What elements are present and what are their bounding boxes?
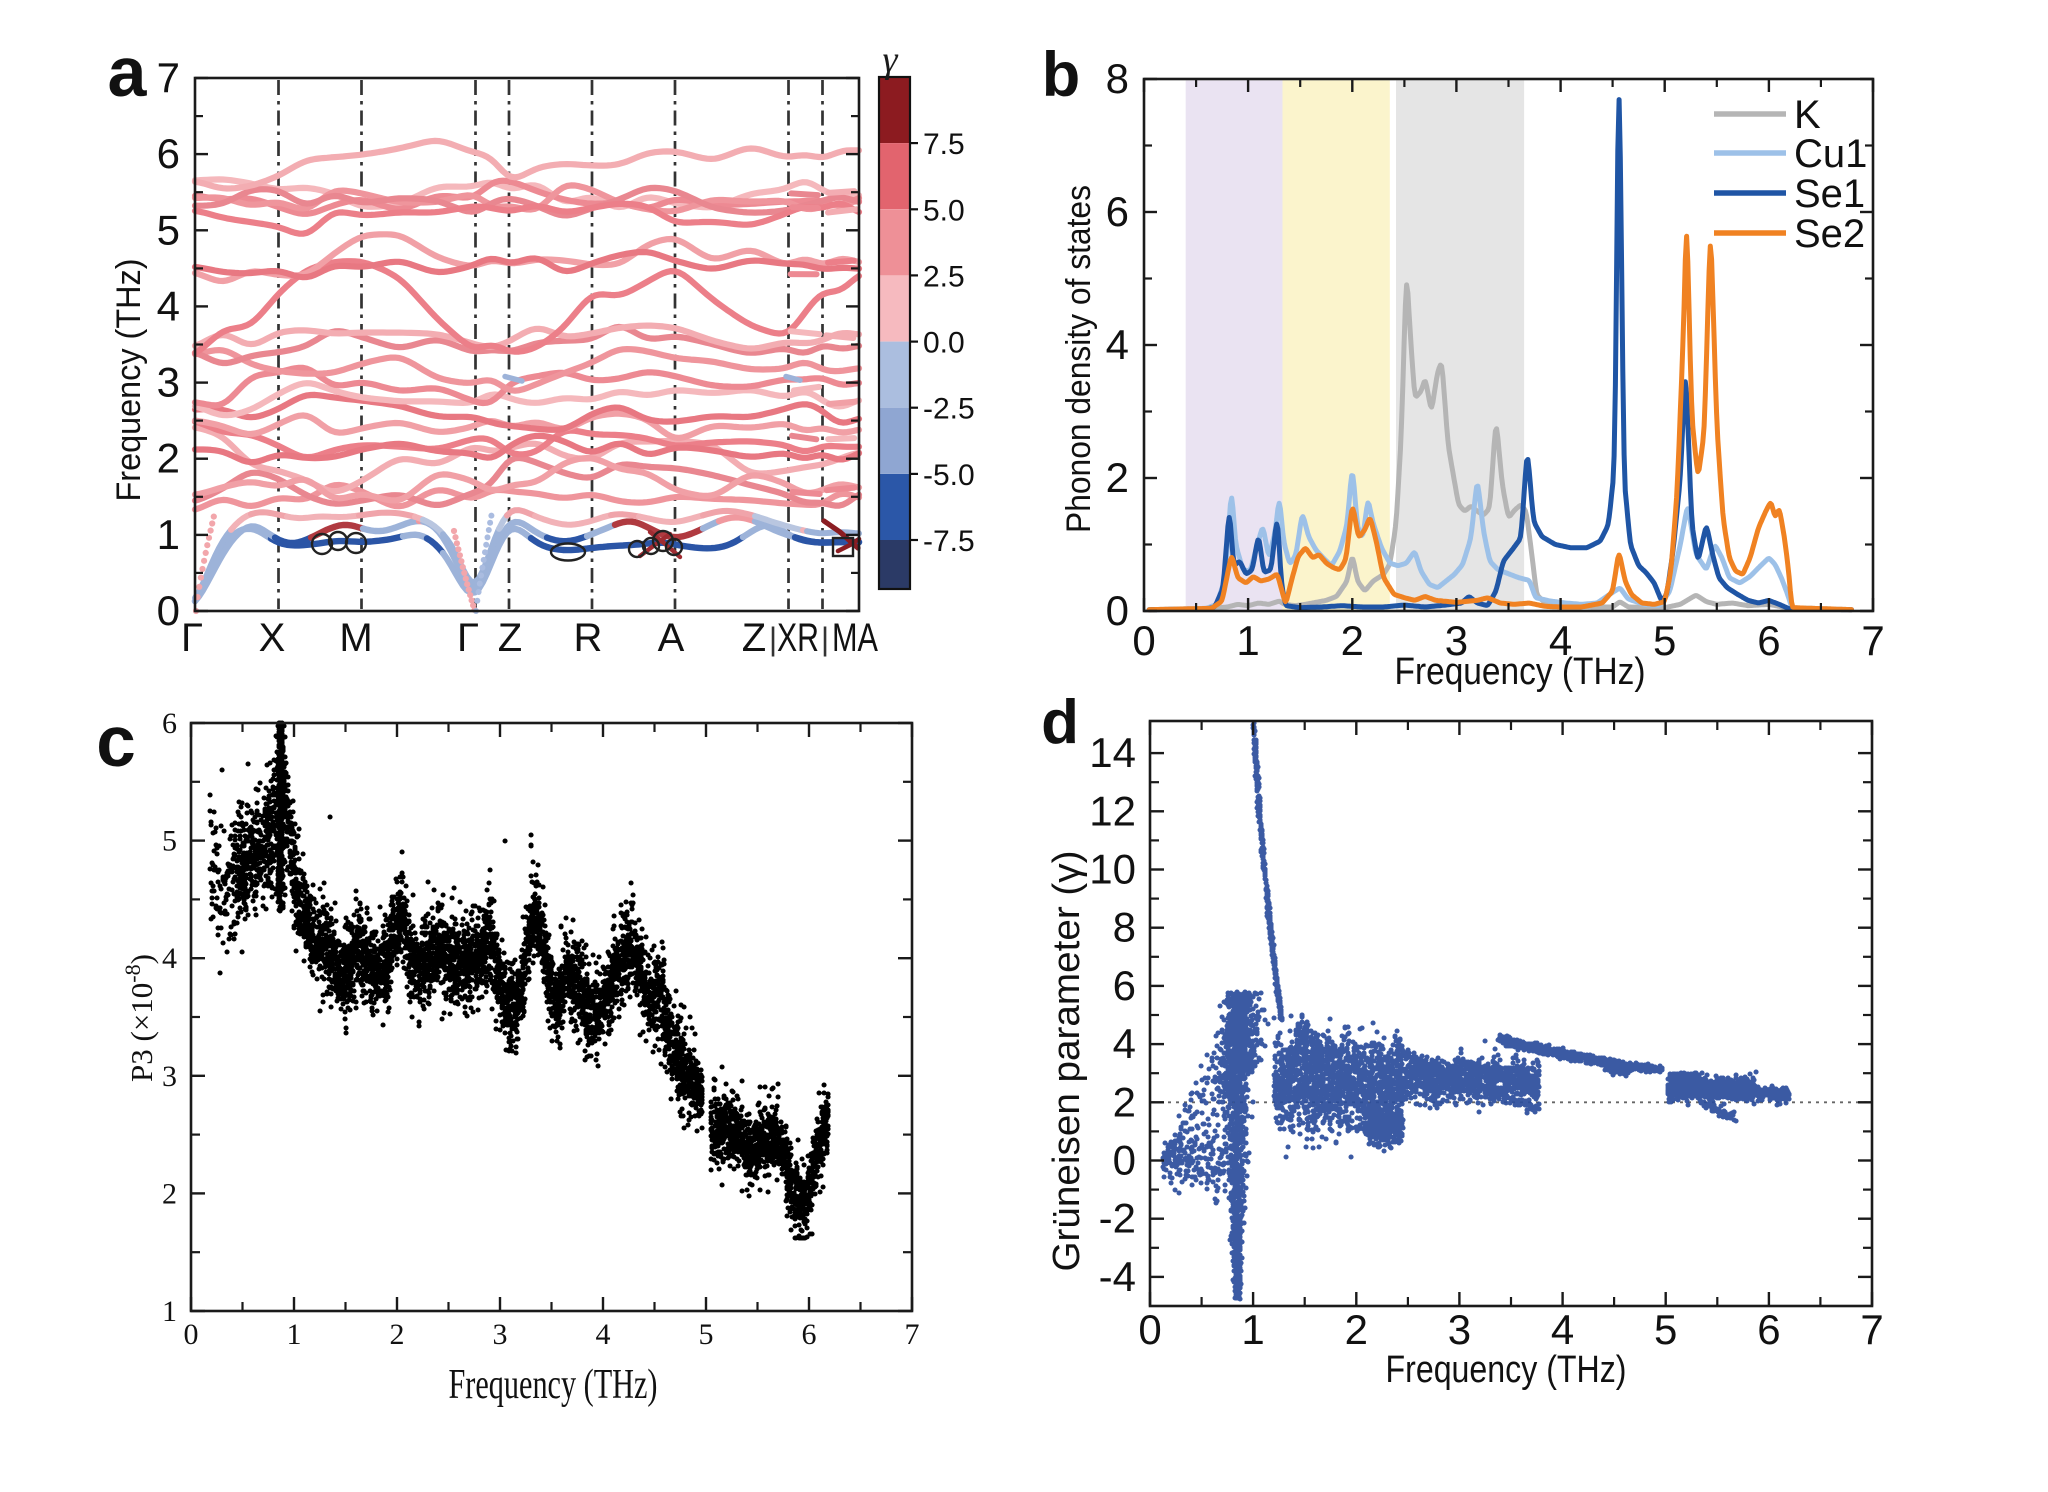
svg-text:4: 4	[162, 942, 177, 975]
svg-text:4: 4	[1106, 321, 1129, 368]
svg-text:5: 5	[699, 1318, 714, 1351]
svg-text:2.5: 2.5	[923, 260, 965, 293]
svg-text:2: 2	[390, 1318, 405, 1351]
svg-text:MA: MA	[832, 616, 878, 660]
svg-text:6: 6	[1757, 617, 1780, 664]
svg-text:10: 10	[1089, 846, 1136, 893]
svg-text:6: 6	[802, 1318, 817, 1351]
svg-text:1: 1	[287, 1318, 302, 1351]
svg-text:0: 0	[1113, 1137, 1136, 1184]
svg-text:5: 5	[1653, 617, 1676, 664]
svg-text:a: a	[108, 33, 148, 111]
svg-text:6: 6	[162, 707, 177, 740]
svg-text:Frequency (THz): Frequency (THz)	[1386, 1349, 1627, 1391]
svg-text:K: K	[1794, 93, 1821, 137]
svg-text:5: 5	[157, 206, 180, 253]
svg-text:Cu1: Cu1	[1794, 132, 1867, 176]
svg-text:8: 8	[1106, 55, 1129, 102]
svg-text:3: 3	[1448, 1306, 1471, 1353]
svg-text:|: |	[821, 621, 829, 657]
svg-text:X: X	[259, 616, 286, 660]
svg-text:M: M	[339, 616, 372, 660]
svg-text:1: 1	[1241, 1306, 1264, 1353]
svg-text:Frequency (THz): Frequency (THz)	[449, 1362, 658, 1408]
svg-text:0: 0	[1132, 617, 1155, 664]
svg-text:Grüneisen parameter (γ): Grüneisen parameter (γ)	[1046, 851, 1088, 1272]
svg-text:7: 7	[1860, 1306, 1883, 1353]
svg-text:b: b	[1042, 40, 1080, 110]
svg-text:Γ: Γ	[181, 616, 203, 660]
svg-text:2: 2	[157, 435, 180, 482]
svg-text:|: |	[769, 621, 777, 657]
svg-text:3: 3	[157, 359, 180, 406]
svg-text:4: 4	[596, 1318, 611, 1351]
svg-text:14: 14	[1089, 729, 1136, 776]
svg-text:XR: XR	[777, 616, 819, 660]
svg-text:Phonon density of states: Phonon density of states	[1060, 185, 1098, 533]
svg-text:4: 4	[157, 282, 180, 329]
svg-text:8: 8	[1113, 904, 1136, 951]
svg-text:0: 0	[157, 587, 180, 634]
svg-text:1: 1	[1236, 617, 1259, 664]
svg-text:2: 2	[1341, 617, 1364, 664]
svg-text:7: 7	[905, 1318, 920, 1351]
svg-text:A: A	[658, 616, 685, 660]
svg-text:6: 6	[1113, 962, 1136, 1009]
svg-text:0: 0	[184, 1318, 199, 1351]
svg-text:4: 4	[1551, 1306, 1574, 1353]
svg-text:d: d	[1041, 688, 1079, 757]
svg-text:-7.5: -7.5	[923, 525, 975, 558]
svg-text:Se2: Se2	[1794, 212, 1865, 256]
svg-text:4: 4	[1549, 617, 1572, 664]
svg-text:Z: Z	[498, 616, 522, 660]
svg-text:1: 1	[162, 1295, 177, 1328]
svg-text:-2: -2	[1099, 1195, 1136, 1242]
svg-text:3: 3	[162, 1060, 177, 1093]
svg-text:2: 2	[1106, 454, 1129, 501]
svg-text:12: 12	[1089, 787, 1136, 834]
svg-text:6: 6	[1757, 1306, 1780, 1353]
svg-text:2: 2	[162, 1177, 177, 1210]
svg-text:0: 0	[1138, 1306, 1161, 1353]
svg-text:7.5: 7.5	[923, 128, 965, 161]
svg-text:5: 5	[162, 825, 177, 858]
svg-text:6: 6	[157, 130, 180, 177]
svg-text:4: 4	[1113, 1020, 1136, 1067]
svg-text:5: 5	[1654, 1306, 1677, 1353]
svg-text:2: 2	[1113, 1078, 1136, 1125]
svg-text:6: 6	[1106, 188, 1129, 235]
svg-text:2: 2	[1345, 1306, 1368, 1353]
svg-text:1: 1	[157, 511, 180, 558]
svg-text:Frequency (THz): Frequency (THz)	[1395, 651, 1646, 693]
svg-text:5.0: 5.0	[923, 194, 965, 227]
svg-text:0: 0	[1106, 587, 1129, 634]
svg-text:7: 7	[157, 54, 180, 101]
svg-text:0.0: 0.0	[923, 327, 965, 360]
svg-text:R: R	[574, 616, 603, 660]
svg-text:Z: Z	[742, 616, 766, 660]
svg-text:3: 3	[1445, 617, 1468, 664]
svg-text:Γ: Γ	[457, 616, 479, 660]
svg-text:c: c	[96, 703, 136, 782]
svg-text:7: 7	[1861, 617, 1884, 664]
svg-text:3: 3	[493, 1318, 508, 1351]
svg-text:γ: γ	[883, 39, 899, 81]
svg-text:-2.5: -2.5	[923, 393, 975, 426]
svg-text:-4: -4	[1099, 1253, 1136, 1300]
svg-text:Frequency (THz): Frequency (THz)	[110, 259, 148, 502]
svg-text:Se1: Se1	[1794, 172, 1865, 216]
svg-text:-5.0: -5.0	[923, 459, 975, 492]
